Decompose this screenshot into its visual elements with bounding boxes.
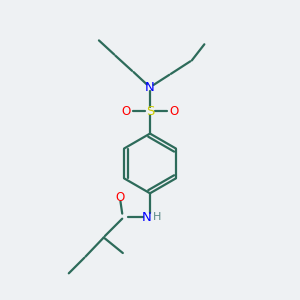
Text: H: H (152, 212, 161, 222)
Text: N: N (145, 81, 155, 94)
Text: S: S (146, 105, 154, 118)
Text: O: O (169, 105, 178, 118)
Text: N: N (142, 211, 151, 224)
Text: O: O (116, 191, 125, 204)
Text: O: O (122, 105, 131, 118)
